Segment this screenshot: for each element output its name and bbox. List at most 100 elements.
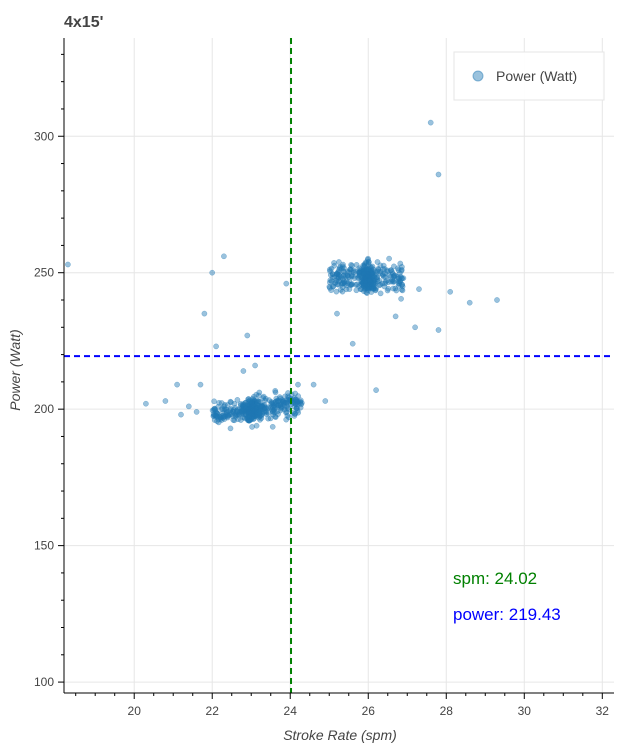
data-point [294,407,301,414]
data-point [369,263,376,270]
data-point [211,398,217,405]
y-tick-label: 200 [34,402,54,416]
data-point [209,269,216,276]
data-point [193,409,200,415]
data-point [238,402,244,409]
data-point [399,264,405,270]
data-point [353,281,359,288]
x-tick-label: 28 [440,704,454,718]
data-point [399,287,406,294]
data-point [337,287,344,293]
data-point [385,285,392,292]
data-point [466,299,473,306]
data-point [310,381,317,388]
data-point [373,387,379,393]
data-point [249,424,255,430]
data-point [211,412,217,419]
power-annotation: power: 219.43 [453,605,561,624]
data-point [392,313,399,320]
data-point [227,405,234,412]
data-point [368,283,375,290]
data-point [65,261,71,268]
x-tick-label: 22 [206,704,220,718]
x-tick-label: 24 [284,704,298,718]
data-point [333,288,340,295]
x-tick-label: 26 [362,704,376,718]
data-point [331,262,338,269]
data-point [435,171,442,178]
data-point [246,397,253,404]
data-point [214,414,220,420]
data-point [350,269,357,276]
legend-label: Power (Watt) [496,68,577,84]
y-tick-label: 250 [34,266,54,280]
data-point [221,413,227,420]
data-point [269,408,276,415]
data-point [276,394,283,400]
data-point [210,407,217,413]
scatter-points [65,119,500,432]
data-point [215,404,222,410]
data-point [365,284,372,291]
data-point [366,272,373,279]
data-point [221,253,227,260]
data-point [233,413,239,420]
data-point [377,262,384,269]
data-point [336,259,342,265]
data-point [280,398,286,405]
data-point [398,286,405,293]
data-point [253,422,260,429]
legend-box [453,51,605,101]
data-point [395,275,402,282]
data-point [244,332,251,339]
data-point [328,278,335,285]
data-point [244,417,251,423]
data-point [285,390,291,396]
data-point [162,398,169,404]
data-point [447,288,454,295]
data-point [227,425,234,432]
data-point [251,393,257,400]
data-point [336,266,342,273]
y-tick-label: 300 [34,129,54,143]
data-point [211,417,218,423]
data-point [234,397,241,403]
y-tick-label: 150 [34,539,54,553]
x-tick-label: 30 [518,704,532,718]
data-point [350,267,357,274]
data-point [240,368,247,374]
data-point [388,267,394,274]
data-point [368,289,375,295]
data-point [494,297,500,303]
data-point [269,423,276,430]
data-point [292,390,299,397]
data-point [341,279,348,286]
data-point [373,274,380,281]
data-point [252,362,258,369]
data-point [228,411,235,417]
data-point [272,414,279,420]
data-point [397,260,404,267]
data-point [327,266,333,273]
data-point [435,327,442,333]
legend[interactable]: Power (Watt) [453,51,605,101]
axes: 20 22 24 26 28 30 32 100 150 200 250 300 [34,38,614,718]
data-point [386,255,392,262]
data-point [334,310,340,317]
data-point [427,119,434,126]
data-point [247,411,253,418]
x-tick-label: 20 [128,704,142,718]
data-point [213,343,219,350]
annotations: spm: 24.02 power: 219.43 [453,569,561,624]
data-point [258,415,265,422]
data-point [270,402,277,409]
data-point [228,399,234,406]
data-point [370,280,376,287]
data-point [266,397,272,403]
data-point [396,278,402,285]
data-point [382,274,389,280]
data-point [256,409,263,416]
data-point [291,413,298,419]
data-point [242,405,249,412]
